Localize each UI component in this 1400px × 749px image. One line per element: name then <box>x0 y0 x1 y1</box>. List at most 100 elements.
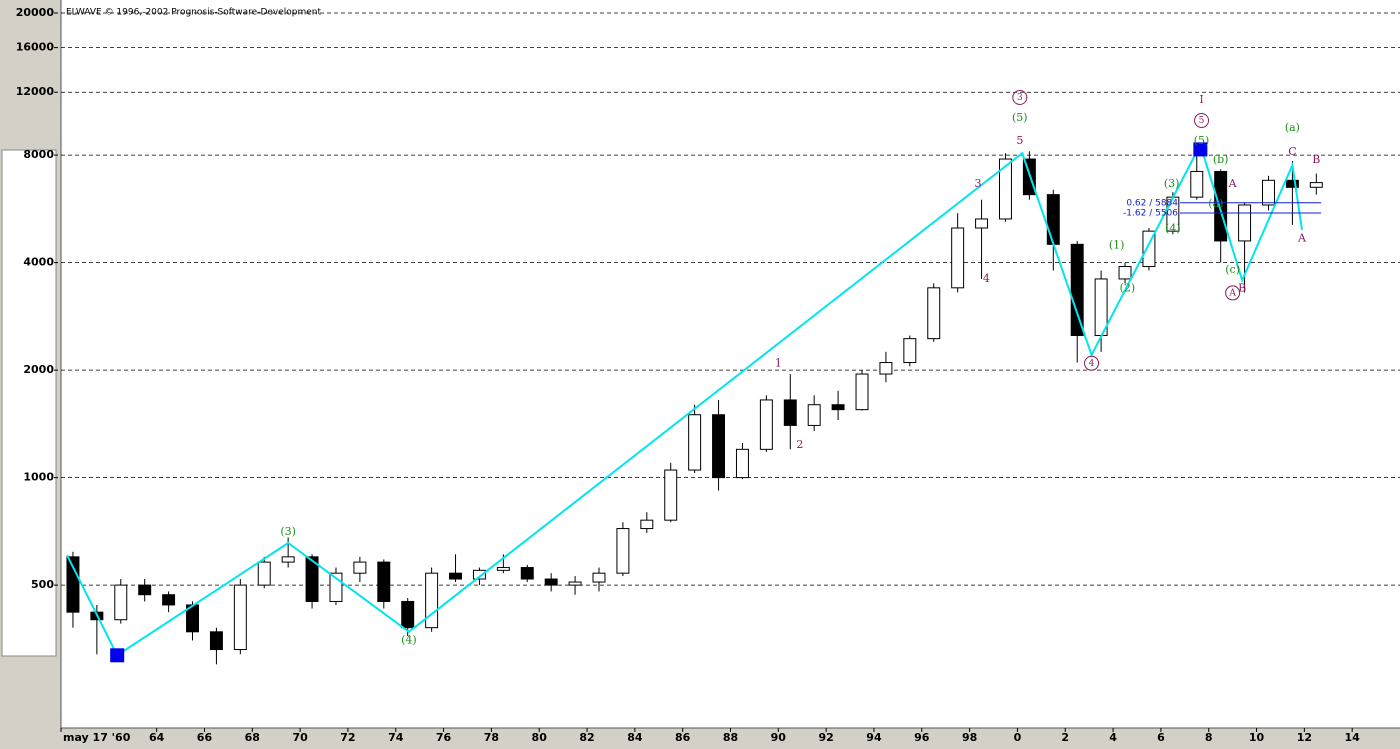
x-tick-label: 66 <box>197 731 213 744</box>
candle-body <box>975 218 989 229</box>
candle-body <box>377 561 391 602</box>
wave-label: 4 <box>1089 359 1095 369</box>
y-tick-label: 1000 <box>23 471 54 484</box>
x-tick-label: 0 <box>1014 731 1022 744</box>
wave-label-circle <box>1084 355 1100 371</box>
x-tick-label: 76 <box>436 731 452 744</box>
wave-label: (4) <box>401 633 417 646</box>
x-tick-label: 94 <box>866 731 882 744</box>
x-tick-label: 98 <box>962 731 977 744</box>
fib-label: -1.62 / 5506 <box>1123 209 1178 219</box>
candle-body <box>951 227 965 289</box>
candle-body <box>879 362 893 375</box>
x-tick-label: 96 <box>914 731 930 744</box>
candle-body <box>544 578 558 586</box>
x-tick-label: 68 <box>245 731 260 744</box>
wave-label: (a) <box>1208 197 1223 210</box>
wave-label: 3 <box>1017 93 1023 103</box>
x-tick-label: 90 <box>771 731 787 744</box>
y-tick-label: 16000 <box>16 41 55 54</box>
wave-label: 3 <box>974 177 981 190</box>
candle-body <box>401 600 415 629</box>
y-tick-label: 500 <box>31 578 54 591</box>
candle-body <box>712 414 726 479</box>
x-tick-label: 92 <box>818 731 833 744</box>
candle-body <box>998 158 1012 220</box>
wave-marker <box>1193 142 1208 157</box>
x-tick-label: 8 <box>1205 731 1213 744</box>
candle-body <box>281 556 295 563</box>
candle-body <box>1190 170 1204 198</box>
candle-body <box>257 561 271 586</box>
candle-body <box>1070 243 1084 337</box>
candle-body <box>209 631 223 651</box>
candle-body <box>616 528 630 574</box>
candle-body <box>759 399 773 450</box>
candle-body <box>592 572 606 583</box>
wave-label: (5) <box>1194 134 1210 147</box>
candle-body <box>783 399 797 426</box>
candle-body <box>472 569 486 580</box>
candle-body <box>329 572 343 602</box>
candle-body <box>66 556 80 613</box>
x-tick-label: 74 <box>388 731 404 744</box>
y-tick-label: 12000 <box>16 85 55 98</box>
wave-label: 1 <box>775 356 782 369</box>
candle-body <box>664 469 678 521</box>
x-tick-label: 82 <box>579 731 594 744</box>
wave-label: (b) <box>1213 153 1229 166</box>
candle-body <box>1118 266 1132 280</box>
candle-body <box>520 567 534 580</box>
x-tick-label: 4 <box>1109 731 1117 744</box>
wave-label: 4 <box>983 272 990 285</box>
wave-label: I <box>1199 93 1203 106</box>
plot-area <box>61 0 1400 728</box>
candle-body <box>1262 179 1275 206</box>
candle-body <box>1214 170 1228 242</box>
x-tick-label: 2 <box>1061 731 1069 744</box>
y-tick-label: 2000 <box>23 363 54 376</box>
candle-body <box>114 584 128 621</box>
x-tick-label: 72 <box>340 731 355 744</box>
wave-marker <box>110 648 125 663</box>
candle-body <box>568 581 582 586</box>
x-tick-label: 86 <box>675 731 691 744</box>
wave-label: 5 <box>1199 116 1205 126</box>
x-tick-label: 6 <box>1157 731 1165 744</box>
candle-body <box>449 572 463 580</box>
wave-label: A <box>1228 288 1236 298</box>
x-tick-label: 10 <box>1249 731 1265 744</box>
candle-body <box>1309 182 1323 188</box>
y-tick-label: 8000 <box>23 148 54 161</box>
wave-label: 5 <box>1016 134 1023 147</box>
candle-body <box>305 556 319 602</box>
wave-label: A <box>1297 231 1307 244</box>
y-axis-inset <box>1 149 57 657</box>
candle-body <box>688 414 702 471</box>
candle-body <box>831 404 845 411</box>
candle-body <box>138 584 152 596</box>
wave-label-circle <box>1194 113 1210 129</box>
wave-label: (4) <box>1165 222 1181 235</box>
wave-line <box>66 142 1303 657</box>
chart-title: ELWAVE © 1996,-2002 Prognosis-Software-D… <box>66 8 322 18</box>
wave-label: A <box>1228 177 1238 190</box>
wave-label: B <box>1312 153 1320 166</box>
wave-label: (c) <box>1225 263 1240 276</box>
x-tick-label: 70 <box>292 731 308 744</box>
y-tick-label: 20000 <box>16 6 55 19</box>
candle-body <box>640 519 654 530</box>
x-tick-label: 84 <box>627 731 643 744</box>
fib-label: 0.62 / 5884 <box>1126 198 1178 208</box>
candle-body <box>1285 179 1299 188</box>
candle-body <box>903 338 917 364</box>
x-tick-label: 14 <box>1345 731 1361 744</box>
wave-label: (1) <box>1109 238 1125 251</box>
x-tick-label: 80 <box>532 731 548 744</box>
x-tick-label: 78 <box>484 731 499 744</box>
x-tick-label: 12 <box>1297 731 1312 744</box>
wave-label-circle <box>1225 285 1241 301</box>
candle-body <box>735 448 749 479</box>
